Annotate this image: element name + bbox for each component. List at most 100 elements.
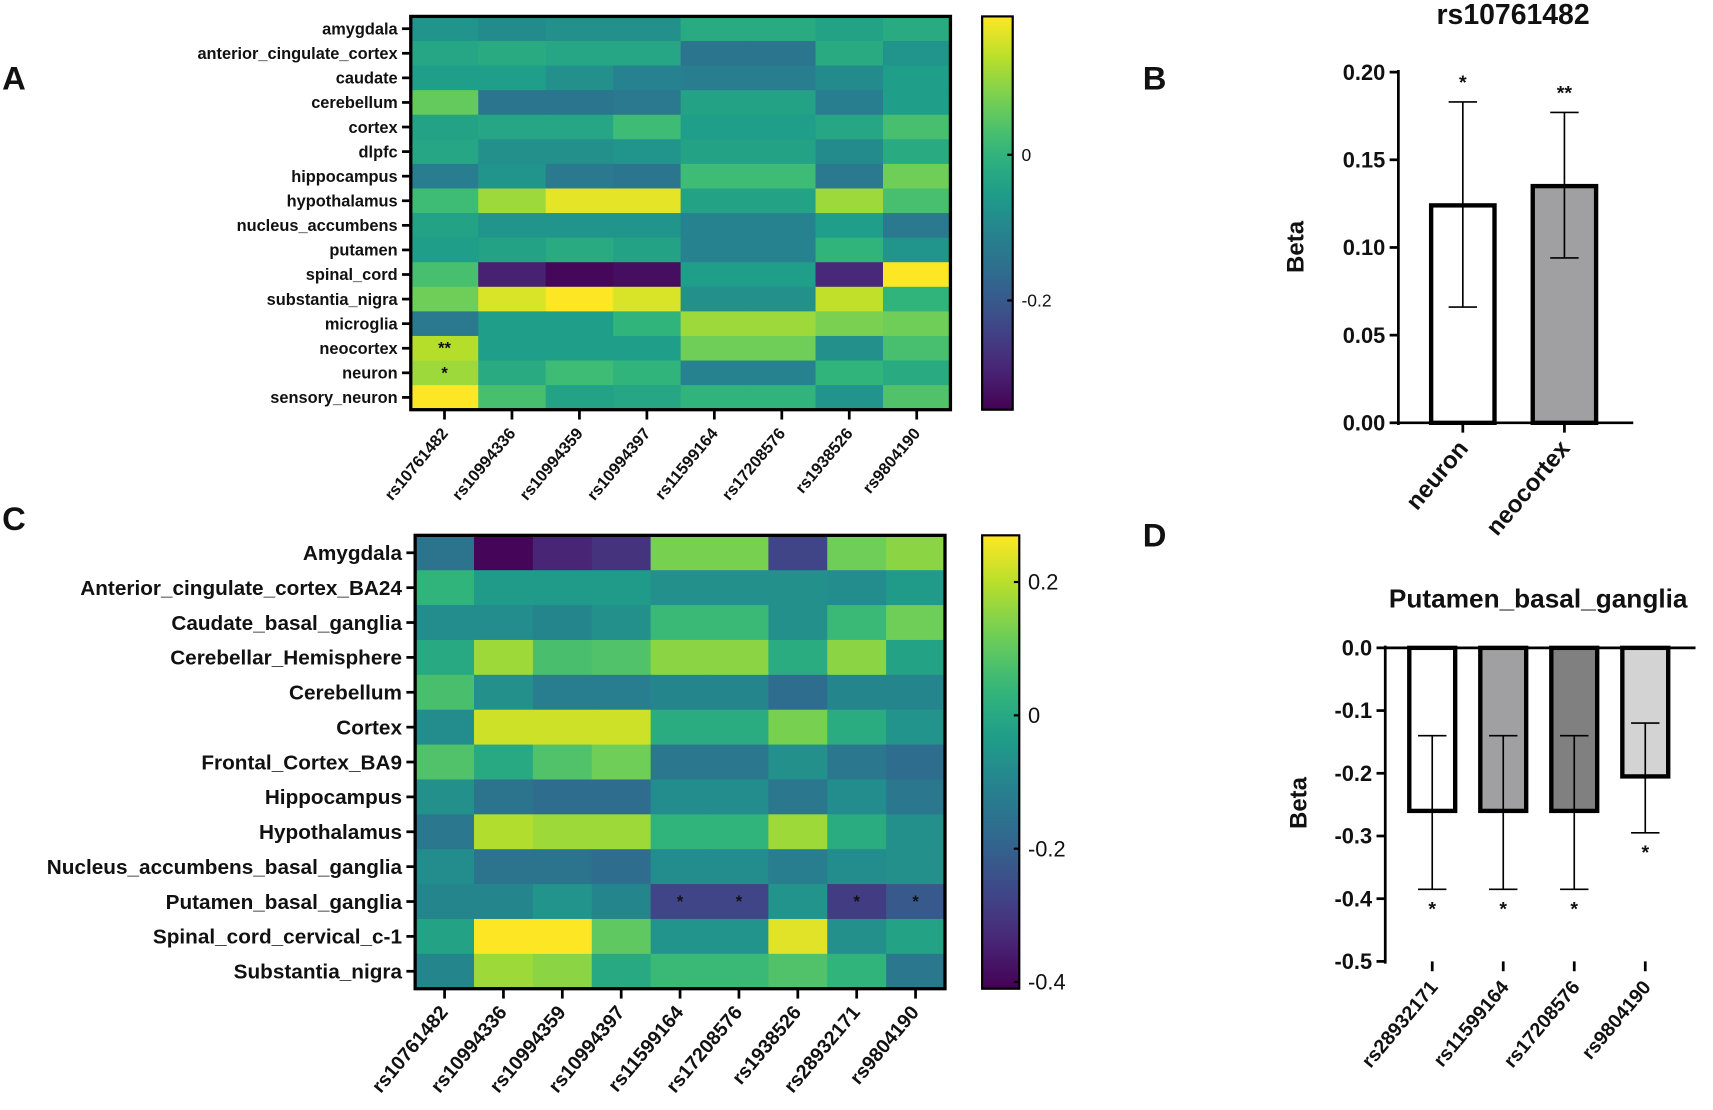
heatmap-cell: [410, 385, 479, 411]
row-label: Anterior_cingulate_cortex_BA24: [80, 577, 402, 600]
heatmap-cell: [415, 639, 475, 676]
heatmap-cell: [410, 40, 479, 67]
row-label: microglia: [325, 315, 399, 333]
heatmap-cell: [613, 65, 682, 91]
heatmap-cell: [886, 814, 946, 850]
row-label: cerebellum: [311, 94, 397, 112]
heatmap-cell: [613, 163, 682, 190]
row-label: amygdala: [322, 20, 398, 38]
heatmap-cell: [474, 570, 534, 606]
heatmap-cell: [886, 918, 946, 955]
heatmap-cell: [650, 953, 711, 990]
heatmap-cell: [545, 335, 614, 362]
heatmap-cell: [650, 674, 711, 711]
significance-marker: *: [1459, 72, 1467, 94]
heatmap-cell: [815, 163, 884, 190]
heatmap-cell: [591, 674, 652, 711]
heatmap-cell: [815, 65, 884, 91]
row-label: hippocampus: [291, 168, 397, 186]
heatmap-cell: [415, 779, 475, 815]
heatmap-cell: [827, 570, 887, 606]
heatmap-cell: [591, 709, 652, 746]
heatmap-cell: [415, 918, 475, 955]
colorbar: [981, 15, 1014, 411]
heatmap-cell: [478, 385, 547, 411]
heatmap-cell: [768, 744, 828, 781]
heatmap-cell: [827, 605, 887, 641]
heatmap-cell: [545, 262, 614, 288]
heatmap-cell: [478, 188, 547, 214]
column-label: rs9804190: [859, 425, 924, 497]
heatmap-cell: [815, 335, 884, 362]
panel-letter-c: C: [2, 500, 26, 537]
row-label: anterior_cingulate_cortex: [197, 45, 397, 63]
heatmap-cell: [680, 163, 749, 190]
heatmap-cell: [709, 709, 769, 746]
heatmap-cell: [545, 385, 614, 411]
heatmap-cell: [478, 90, 547, 116]
y-tick-label: 0.15: [1343, 147, 1385, 172]
heatmap-cell: [882, 65, 951, 91]
heatmap-cell: [532, 849, 593, 885]
row-label: dlpfc: [359, 143, 398, 161]
heatmap-cell: [474, 709, 534, 746]
heatmap-cell: [591, 570, 652, 606]
heatmap-cell: [709, 674, 769, 711]
heatmap-cell: [532, 814, 593, 850]
heatmap-cell: [410, 286, 479, 312]
heatmap-cell: [680, 188, 749, 214]
heatmap-cell: [882, 360, 951, 386]
heatmap-cell: [680, 114, 749, 140]
heatmap-cell: [815, 139, 884, 165]
heatmap-cell: [410, 237, 479, 263]
heatmap-cell: [650, 709, 711, 746]
heatmap-cell: [886, 849, 946, 885]
heatmap-cell: [680, 65, 749, 91]
heatmap-cell: [532, 535, 593, 571]
heatmap-cell: [882, 286, 951, 312]
row-label: Nucleus_accumbens_basal_ganglia: [47, 856, 403, 879]
heatmap-cell: [748, 385, 817, 411]
heatmap-cell: [882, 163, 951, 190]
x-tick-label: neocortex: [1481, 435, 1576, 541]
heatmap-cell: [680, 40, 749, 67]
row-label: hypothalamus: [287, 193, 398, 211]
heatmap-cell: [709, 814, 769, 850]
heatmap-cell: [545, 139, 614, 165]
heatmap-cell: [748, 237, 817, 263]
heatmap-cell: [827, 814, 887, 850]
heatmap-cell: [680, 16, 749, 42]
heatmap-cell: [768, 709, 828, 746]
heatmap-cell: [886, 605, 946, 641]
heatmap-cell: [709, 639, 769, 676]
heatmap-cell: [815, 213, 884, 239]
row-label: spinal_cord: [306, 266, 398, 284]
bar-chart-d: Putamen_basal_ganglia Beta 0.0 -0.1 -0.2 -0.3…: [1286, 583, 1696, 1072]
heatmap-cell: [886, 570, 946, 606]
heatmap-cell: [886, 535, 946, 571]
column-label: rs10994359: [516, 425, 587, 504]
heatmap-cell: [410, 16, 479, 42]
y-axis-label: Beta: [1282, 220, 1309, 273]
heatmap-cell: [478, 40, 547, 67]
heatmap-cell: [474, 744, 534, 781]
heatmap-cell: [545, 188, 614, 214]
heatmap-cell: [827, 884, 887, 920]
colorbar-tick-label: 0: [1021, 145, 1031, 165]
significance-marker: *: [677, 893, 684, 911]
heatmap-cell: [415, 953, 475, 990]
heatmap-cell: [410, 188, 479, 214]
heatmap-cell: [591, 918, 652, 955]
heatmap-cell: [882, 237, 951, 263]
heatmap-cell: [532, 605, 593, 641]
heatmap-cell: [680, 311, 749, 337]
heatmap-cell: [613, 188, 682, 214]
heatmap-cell: [768, 535, 828, 571]
heatmap-cell: [815, 311, 884, 337]
column-label: rs10761482: [381, 425, 452, 504]
row-label: cortex: [349, 119, 398, 137]
heatmap-cell: [748, 139, 817, 165]
heatmap-cell: [415, 535, 475, 571]
heatmap-cell: [591, 814, 652, 850]
column-label: rs17208576: [719, 425, 790, 504]
